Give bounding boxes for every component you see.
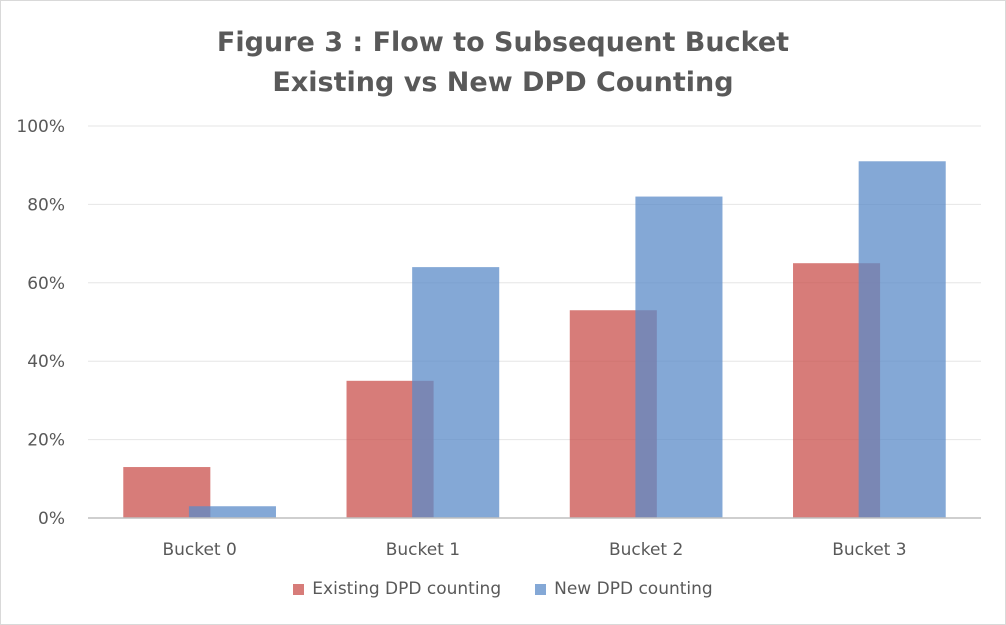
y-tick-label: 100% xyxy=(16,117,65,137)
x-tick-label: Bucket 0 xyxy=(162,540,236,560)
x-tick-label: Bucket 1 xyxy=(386,540,460,560)
chart-title-line-1: Figure 3 : Flow to Subsequent Bucket xyxy=(216,27,790,58)
bar-new-1 xyxy=(412,267,500,518)
legend-label: Existing DPD counting xyxy=(312,579,502,599)
y-tick-label: 40% xyxy=(27,352,65,372)
legend-swatch xyxy=(535,583,547,595)
y-tick-label: 20% xyxy=(27,431,65,451)
y-tick-label: 0% xyxy=(38,509,65,529)
legend-label: New DPD counting xyxy=(554,579,713,599)
axes: 0% 20% 40% 60% 80% 100% Bucket 0 Bucket 1 Bucket… xyxy=(16,117,981,560)
chart-title: Figure 3 : Flow to Subsequent Bucket Exi… xyxy=(1,23,1005,103)
chart-subtitle: Existing vs New DPD Counting xyxy=(272,67,734,98)
bar-new-2 xyxy=(635,196,723,518)
plot-area: 0% 20% 40% 60% 80% 100% Bucket 0 Bucket 1 Bucket… xyxy=(16,117,981,560)
bars xyxy=(123,161,946,518)
y-tick-label: 80% xyxy=(27,195,65,215)
bar-new-0 xyxy=(188,506,276,518)
legend-item-existing: Existing DPD counting xyxy=(293,579,501,599)
x-tick-label: Bucket 2 xyxy=(609,540,683,560)
bar-new-3 xyxy=(858,161,946,518)
y-tick-label: 60% xyxy=(27,274,65,294)
x-tick-label: Bucket 3 xyxy=(832,540,906,560)
legend-swatch xyxy=(293,583,305,595)
legend: Existing DPD counting New DPD counting xyxy=(1,579,1005,599)
legend-item-new: New DPD counting xyxy=(535,579,713,599)
